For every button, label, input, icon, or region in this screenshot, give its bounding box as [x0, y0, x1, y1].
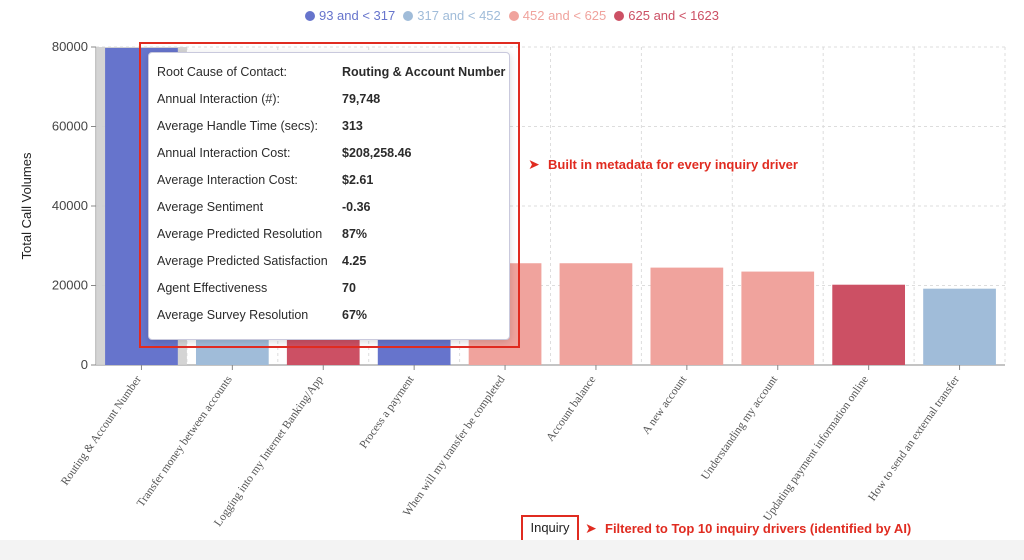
bar: [832, 284, 906, 365]
tooltip-label: Annual Interaction Cost:: [157, 146, 291, 160]
tooltip-value: 4.25: [342, 254, 367, 268]
tooltip-label: Average Sentiment: [157, 200, 264, 214]
tooltip-value: -0.36: [342, 200, 371, 214]
bar-tooltip: Root Cause of Contact: Routing & Account …: [148, 52, 510, 340]
legend-label: 625 and < 1623: [628, 8, 719, 23]
tooltip-row: Annual Interaction Cost: $208,258.46: [157, 140, 501, 167]
x-tick-label: Transfer money between accounts: [135, 373, 235, 509]
bar: [741, 271, 815, 365]
y-axis-title: Total Call Volumes: [19, 152, 34, 259]
tooltip-row: Average Predicted Satisfaction 4.25: [157, 248, 501, 275]
y-tick-label: 20000: [52, 278, 88, 293]
tooltip-value: 313: [342, 119, 363, 133]
tooltip-value: Routing & Account Number: [342, 65, 506, 79]
tooltip-highlight-box: [139, 42, 520, 348]
legend-label: 452 and < 625: [522, 8, 607, 23]
legend-item[interactable]: 317 and < 452: [403, 8, 501, 23]
x-tick-label: Routing & Account Number: [59, 374, 144, 488]
tooltip-row: Agent Effectiveness 70: [157, 275, 501, 302]
legend-swatch: [614, 11, 625, 21]
y-tick-label: 60000: [52, 119, 88, 134]
x-tick-label: Understanding my account: [699, 373, 780, 482]
tooltip-label: Annual Interaction (#):: [157, 92, 280, 106]
tooltip-value: $2.61: [342, 173, 374, 187]
tooltip-value: 70: [342, 281, 356, 295]
tooltip-label: Average Handle Time (secs):: [157, 119, 318, 133]
legend-swatch: [304, 11, 315, 21]
x-tick-label: Logging into my Internet Banking/App: [212, 374, 326, 529]
x-tick-label: How to send an external transfer: [866, 374, 962, 504]
filter-annotation: Filtered to Top 10 inquiry drivers (iden…: [605, 521, 912, 536]
tooltip-label: Average Predicted Satisfaction: [157, 254, 328, 268]
bar: [559, 263, 633, 365]
legend-item[interactable]: 625 and < 1623: [614, 8, 719, 23]
tooltip-value: $208,258.46: [342, 146, 412, 160]
tooltip-label: Average Predicted Resolution: [157, 227, 323, 241]
legend-item[interactable]: 93 and < 317: [304, 8, 396, 23]
x-tick-label: A new account: [640, 373, 689, 437]
tooltip-value: 87%: [342, 227, 368, 241]
tooltip-row: Root Cause of Contact: Routing & Account …: [157, 59, 505, 86]
x-tick-label: Account balance: [544, 374, 598, 444]
filter-arrow-icon: ➤: [585, 520, 597, 536]
x-axis-title: Inquiry: [530, 520, 570, 535]
tooltip-row: Annual Interaction (#): 79,748: [157, 86, 501, 113]
bar: [923, 288, 996, 365]
legend-item[interactable]: 452 and < 625: [508, 8, 607, 23]
chart-legend: 93 and < 317 317 and < 452 452 and < 625 62…: [0, 8, 1024, 23]
tooltip-row: Average Survey Resolution 67%: [157, 302, 501, 329]
tooltip-value: 67%: [342, 308, 368, 322]
x-tick-label: Process a payment: [358, 373, 417, 451]
tooltip-row: Average Handle Time (secs): 313: [157, 113, 501, 140]
tooltip-label: Agent Effectiveness: [157, 281, 268, 295]
metadata-arrow-icon: ➤: [528, 156, 540, 172]
x-tick-label: Updating payment information online: [761, 374, 871, 523]
tooltip-row: Average Sentiment -0.36: [157, 194, 501, 221]
y-tick-label: 80000: [52, 39, 88, 54]
tooltip-label: Root Cause of Contact:: [157, 65, 287, 79]
metadata-annotation: Built in metadata for every inquiry driv…: [548, 157, 798, 172]
page-bottom-strip: [0, 540, 1024, 560]
legend-label: 93 and < 317: [318, 8, 396, 23]
x-tick-label: When will my transfer be completed: [401, 374, 507, 519]
tooltip-label: Average Interaction Cost:: [157, 173, 298, 187]
bar: [650, 267, 724, 365]
y-tick-label: 0: [81, 357, 88, 372]
legend-swatch: [403, 11, 414, 21]
tooltip-row: Average Predicted Resolution 87%: [157, 221, 501, 248]
tooltip-row: Average Interaction Cost: $2.61: [157, 167, 501, 194]
legend-swatch: [508, 11, 519, 21]
tooltip-label: Average Survey Resolution: [157, 308, 309, 322]
tooltip-value: 79,748: [342, 92, 381, 106]
legend-label: 317 and < 452: [417, 8, 501, 23]
y-tick-label: 40000: [52, 198, 88, 213]
